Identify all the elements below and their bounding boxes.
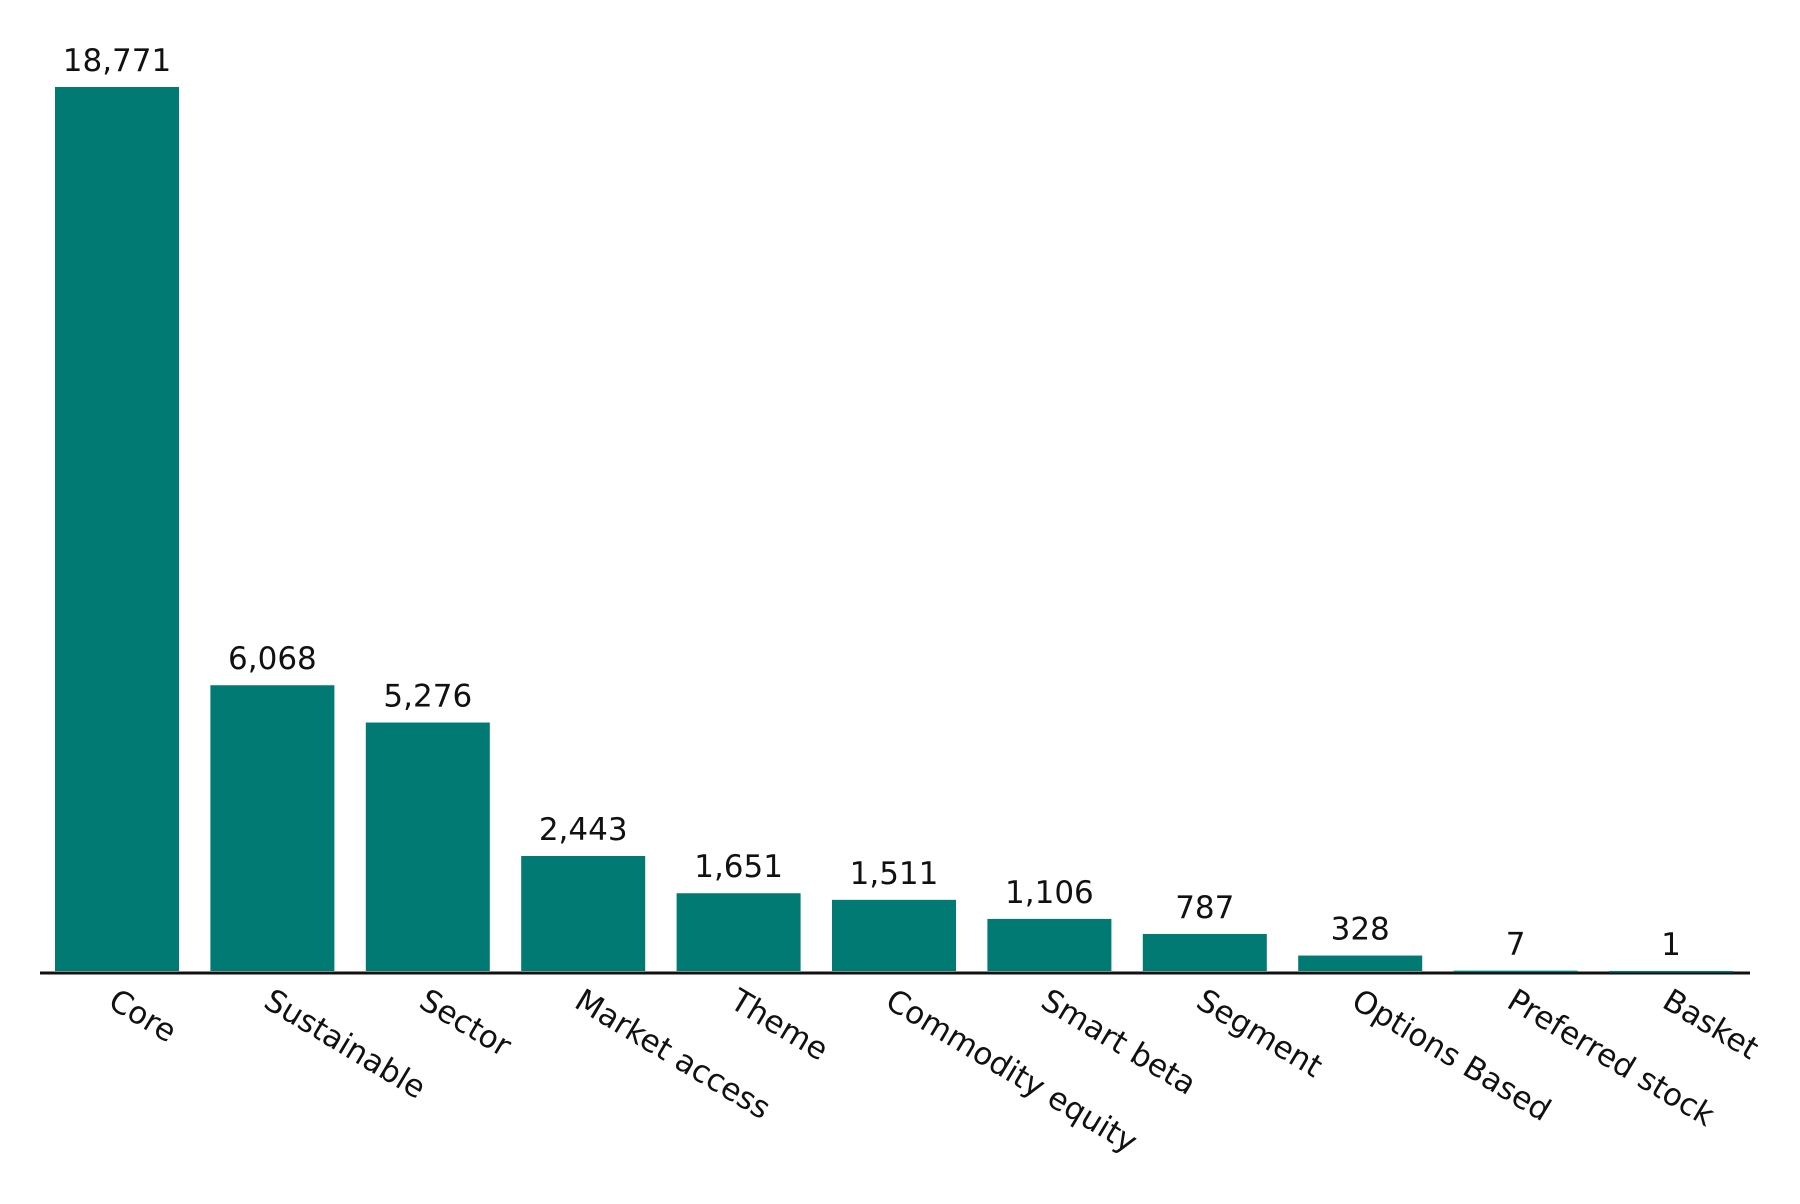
value-label: 1,106 [1005, 875, 1094, 911]
bar [1142, 933, 1267, 971]
bar [365, 722, 490, 971]
bar [1453, 970, 1578, 973]
bar [832, 899, 956, 971]
value-label: 787 [1175, 890, 1234, 926]
value-label: 6,068 [228, 641, 317, 677]
value-label: 1 [1661, 927, 1681, 963]
bar [676, 893, 801, 971]
bar [987, 918, 1112, 971]
value-label: 7 [1506, 927, 1526, 963]
x-tick-label: Sustainable [258, 982, 432, 1106]
bar [521, 855, 646, 971]
value-label: 328 [1331, 912, 1390, 948]
x-tick-label: Segment [1190, 982, 1328, 1085]
value-label: 5,276 [383, 679, 472, 715]
x-tick-label: Theme [723, 982, 834, 1068]
x-tick-label: Core [103, 982, 183, 1050]
x-tick-label: Commodity equity [880, 982, 1144, 1160]
value-label: 2,443 [539, 812, 628, 848]
bar [55, 87, 179, 971]
x-tick-label: Sector [413, 982, 517, 1064]
value-label: 18,771 [63, 43, 171, 79]
bar [210, 685, 335, 971]
bar [1298, 955, 1423, 971]
bar [1609, 970, 1733, 973]
value-label: 1,651 [694, 849, 783, 885]
value-label: 1,511 [850, 856, 939, 892]
x-tick-label: Basket [1657, 982, 1765, 1067]
